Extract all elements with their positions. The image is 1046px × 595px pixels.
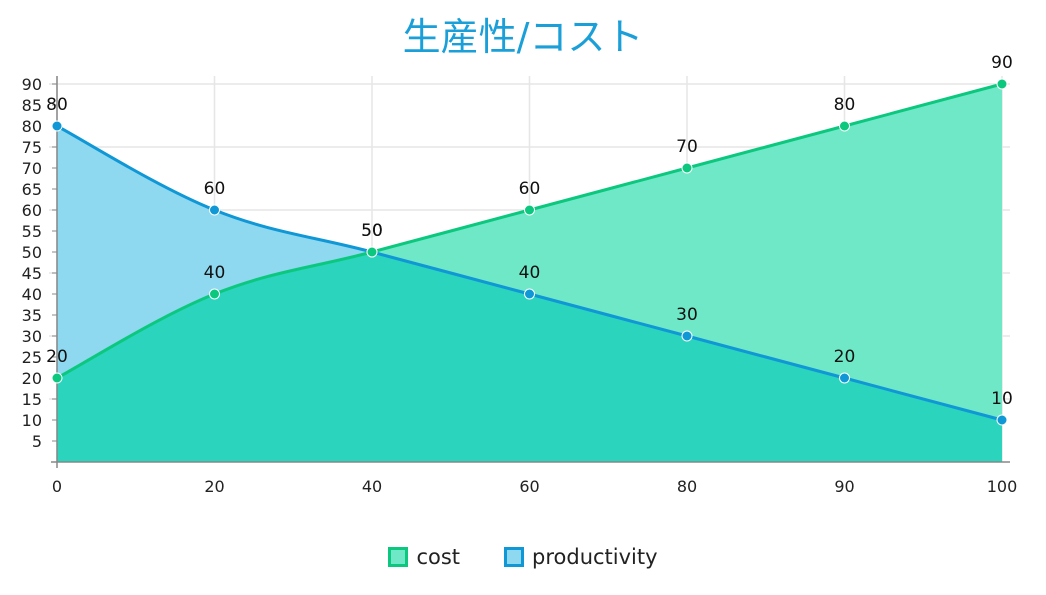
y-tick-label: 35: [22, 306, 42, 325]
cost-data-label: 50: [361, 221, 383, 241]
y-tick-label: 90: [22, 75, 42, 94]
productivity-data-label: 30: [676, 305, 698, 325]
productivity-data-label: 40: [519, 263, 541, 283]
legend-label-productivity: productivity: [532, 545, 658, 569]
cost-data-label: 90: [991, 53, 1013, 73]
productivity-data-label: 80: [46, 95, 68, 115]
x-tick-label: 60: [519, 477, 539, 496]
productivity-data-label: 60: [204, 179, 226, 199]
y-tick-label: 70: [22, 159, 42, 178]
y-tick-label: 85: [22, 96, 42, 115]
cost-point: [209, 288, 220, 300]
productivity-data-label: 10: [991, 389, 1013, 409]
legend-item-productivity[interactable]: productivity: [504, 545, 658, 569]
productivity-point: [209, 204, 220, 216]
x-tick-label: 100: [987, 477, 1018, 496]
y-tick-label: 30: [22, 327, 42, 346]
legend-swatch-productivity: [504, 547, 525, 567]
y-tick-label: 65: [22, 180, 42, 199]
productivity-data-label: 20: [834, 347, 856, 367]
y-tick-label: 55: [22, 222, 42, 241]
productivity-data-label: 50: [361, 221, 383, 241]
x-tick-label: 0: [52, 477, 62, 496]
cost-data-label: 80: [834, 95, 856, 115]
x-tick-label: 40: [362, 477, 382, 496]
cost-data-label: 20: [46, 347, 68, 367]
chart-title: 生産性/コスト: [402, 15, 644, 59]
cost-data-label: 60: [519, 179, 541, 199]
cost-point: [996, 78, 1008, 90]
cost-point: [524, 204, 535, 216]
legend-swatch-cost: [388, 547, 409, 567]
y-tick-label: 40: [22, 285, 42, 304]
cost-point: [366, 246, 378, 258]
x-tick-label: 80: [677, 477, 697, 496]
legend: cost productivity: [0, 545, 1046, 569]
y-tick-label: 5: [32, 432, 42, 451]
productivity-point: [524, 288, 535, 300]
cost-data-label: 70: [676, 137, 698, 157]
y-tick-label: 60: [22, 201, 42, 220]
y-tick-label: 50: [22, 243, 42, 262]
data-points: [51, 78, 1008, 426]
x-tick-label: 20: [204, 477, 224, 496]
y-tick-label: 25: [22, 348, 42, 367]
y-tick-label: 75: [22, 138, 42, 157]
cost-point: [839, 120, 850, 132]
y-tick-label: 45: [22, 264, 42, 283]
legend-item-cost[interactable]: cost: [388, 545, 460, 569]
legend-label-cost: cost: [416, 545, 461, 569]
y-tick-label: 10: [22, 411, 42, 430]
productivity-point: [681, 330, 693, 342]
y-tick-label: 20: [22, 369, 42, 388]
y-tick-label: 15: [22, 390, 42, 409]
cost-data-label: 40: [204, 263, 226, 283]
productivity-point: [51, 120, 63, 132]
x-tick-label: 90: [834, 477, 854, 496]
cost-point: [681, 162, 693, 174]
y-tick-label: 80: [22, 117, 42, 136]
productivity-point: [996, 414, 1008, 426]
productivity-point: [839, 372, 850, 384]
cost-point: [51, 372, 63, 384]
